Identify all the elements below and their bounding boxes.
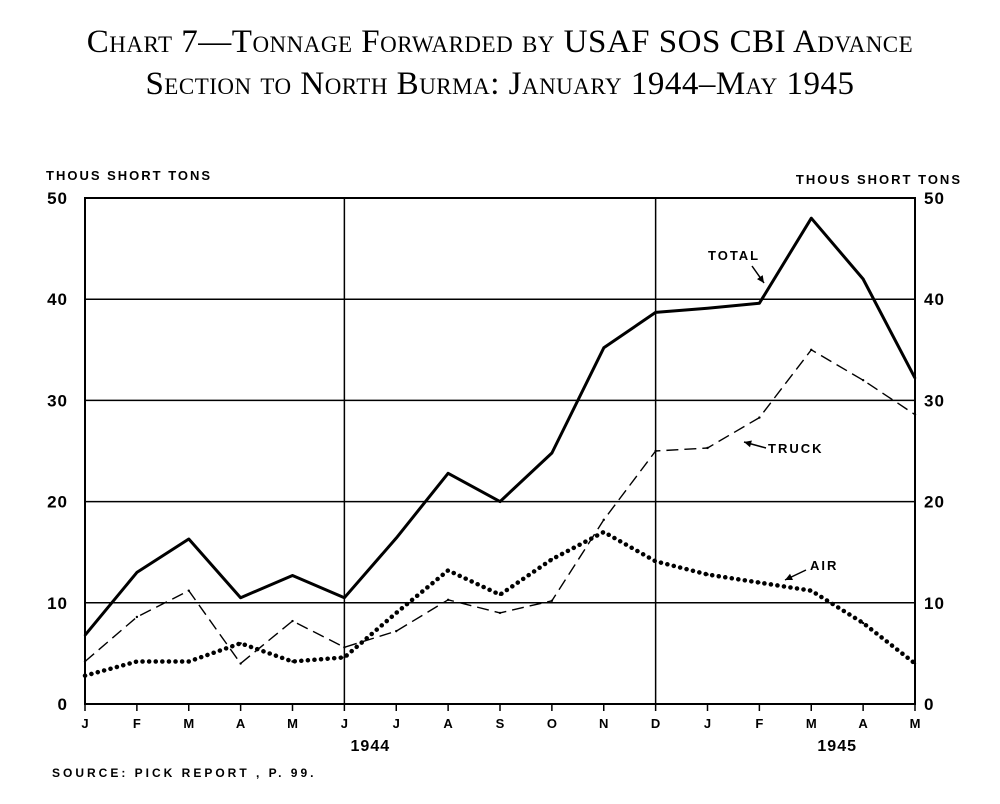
x-tick-label-4: M xyxy=(287,716,298,731)
data-point-air-15 xyxy=(861,621,865,625)
data-point-total-15 xyxy=(861,277,865,281)
data-point-total-5 xyxy=(343,596,346,599)
y-tick-right-20: 20 xyxy=(924,493,945,512)
data-point-total-1 xyxy=(135,571,139,574)
data-point-air-7 xyxy=(446,569,450,572)
data-point-truck-8 xyxy=(498,611,502,615)
data-point-truck-12 xyxy=(706,446,709,450)
data-point-total-3 xyxy=(239,596,242,599)
y-axis-label-right: THOUS SHORT TONS xyxy=(796,172,962,187)
x-tick-label-6: J xyxy=(393,716,400,731)
data-point-truck-2 xyxy=(187,589,190,592)
year-label-1945: 1945 xyxy=(817,738,857,755)
data-point-truck-9 xyxy=(550,599,554,602)
data-point-truck-14 xyxy=(810,348,813,351)
data-point-total-9 xyxy=(550,451,554,455)
data-point-truck-10 xyxy=(602,518,605,522)
data-point-truck-16 xyxy=(913,413,917,416)
data-point-air-0 xyxy=(83,674,87,677)
x-tick-label-2: M xyxy=(183,716,194,731)
y-tick-right-10: 10 xyxy=(924,594,945,613)
data-point-air-10 xyxy=(602,530,605,534)
series-pointer-head-total xyxy=(757,275,764,283)
data-point-total-0 xyxy=(83,633,87,637)
series-line-total xyxy=(83,216,917,637)
chart-title-line-1: Chart 7—Tonnage Forwarded by USAF SOS CB… xyxy=(86,24,914,60)
data-point-total-16 xyxy=(913,376,917,380)
data-point-air-8 xyxy=(498,593,502,596)
data-point-total-11 xyxy=(654,311,657,314)
x-tick-label-7: A xyxy=(443,716,453,731)
series-label-total: TOTAL xyxy=(708,248,760,263)
data-point-air-12 xyxy=(706,573,709,576)
data-point-air-3 xyxy=(239,642,242,645)
x-tick-label-0: J xyxy=(81,716,88,731)
x-tick-label-9: O xyxy=(547,716,557,731)
y-tick-left-10: 10 xyxy=(47,594,68,613)
y-tick-right-0: 0 xyxy=(924,695,934,714)
data-point-total-8 xyxy=(498,500,502,503)
data-point-air-11 xyxy=(654,560,657,563)
x-tick-label-13: F xyxy=(755,716,763,731)
data-point-truck-5 xyxy=(343,646,346,649)
data-point-truck-3 xyxy=(239,662,242,665)
year-label-1944: 1944 xyxy=(351,738,391,755)
data-point-truck-6 xyxy=(395,629,398,633)
y-tick-left-0: 0 xyxy=(58,695,68,714)
x-tick-label-15: A xyxy=(858,716,868,731)
data-point-air-1 xyxy=(135,660,139,663)
series-label-truck: TRUCK xyxy=(768,441,824,456)
data-point-total-6 xyxy=(395,536,398,540)
data-point-truck-4 xyxy=(291,619,294,623)
data-point-truck-1 xyxy=(135,615,139,619)
y-tick-right-50: 50 xyxy=(924,189,945,208)
source-note: SOURCE: PICK REPORT , P. 99. xyxy=(52,766,317,780)
series-pointer-head-truck xyxy=(744,440,752,448)
y-tick-right-30: 30 xyxy=(924,391,945,410)
x-tick-label-14: M xyxy=(806,716,817,731)
y-tick-left-40: 40 xyxy=(47,290,68,309)
y-tick-left-20: 20 xyxy=(47,493,68,512)
x-tick-label-10: N xyxy=(599,716,608,731)
data-point-air-4 xyxy=(291,660,294,663)
chart-title-line-2: Section to North Burma: January 1944–May… xyxy=(145,66,855,102)
data-point-total-13 xyxy=(758,302,761,305)
y-tick-right-40: 40 xyxy=(924,290,945,309)
data-point-truck-15 xyxy=(861,378,865,382)
data-point-total-2 xyxy=(187,537,190,541)
data-point-total-10 xyxy=(602,346,605,349)
data-point-total-12 xyxy=(706,307,709,310)
x-tick-label-16: M xyxy=(910,716,921,731)
data-point-air-2 xyxy=(187,660,190,663)
x-tick-label-12: J xyxy=(704,716,711,731)
data-point-truck-11 xyxy=(654,449,657,453)
series-line-air xyxy=(82,529,918,678)
x-tick-label-8: S xyxy=(496,716,505,731)
y-tick-left-50: 50 xyxy=(47,189,68,208)
data-point-total-4 xyxy=(291,574,294,577)
series-line-truck xyxy=(84,349,916,665)
series-label-air: AIR xyxy=(810,558,838,573)
series-layer xyxy=(82,216,918,678)
data-point-truck-7 xyxy=(446,598,450,601)
data-point-air-6 xyxy=(395,611,398,615)
x-tick-label-11: D xyxy=(651,716,660,731)
data-point-air-16 xyxy=(913,662,917,665)
data-point-air-5 xyxy=(343,656,346,659)
data-point-truck-13 xyxy=(758,416,761,419)
data-point-total-7 xyxy=(446,472,450,475)
data-point-total-14 xyxy=(810,217,813,220)
data-point-air-14 xyxy=(810,589,813,592)
series-pointer-head-air xyxy=(785,573,793,580)
x-tick-label-1: F xyxy=(133,716,141,731)
data-point-air-13 xyxy=(758,581,761,584)
y-axis-label-left: THOUS SHORT TONS xyxy=(46,168,212,183)
data-point-air-9 xyxy=(550,558,554,561)
x-tick-label-5: J xyxy=(341,716,348,731)
x-tick-label-3: A xyxy=(236,716,246,731)
data-point-truck-0 xyxy=(83,660,87,663)
y-tick-left-30: 30 xyxy=(47,391,68,410)
